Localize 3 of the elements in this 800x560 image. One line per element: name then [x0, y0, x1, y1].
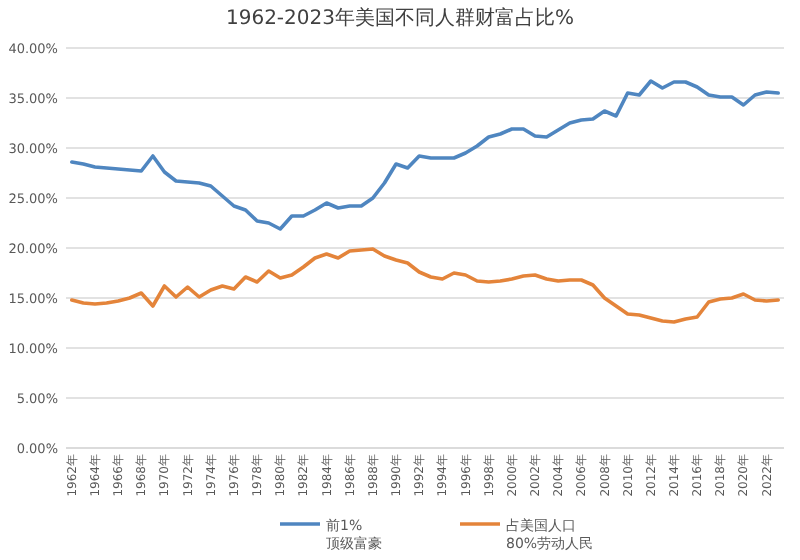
chart-title: 1962-2023年美国不同人群财富占比%	[225, 6, 575, 30]
line-series	[70, 79, 780, 231]
line-series	[70, 247, 780, 324]
